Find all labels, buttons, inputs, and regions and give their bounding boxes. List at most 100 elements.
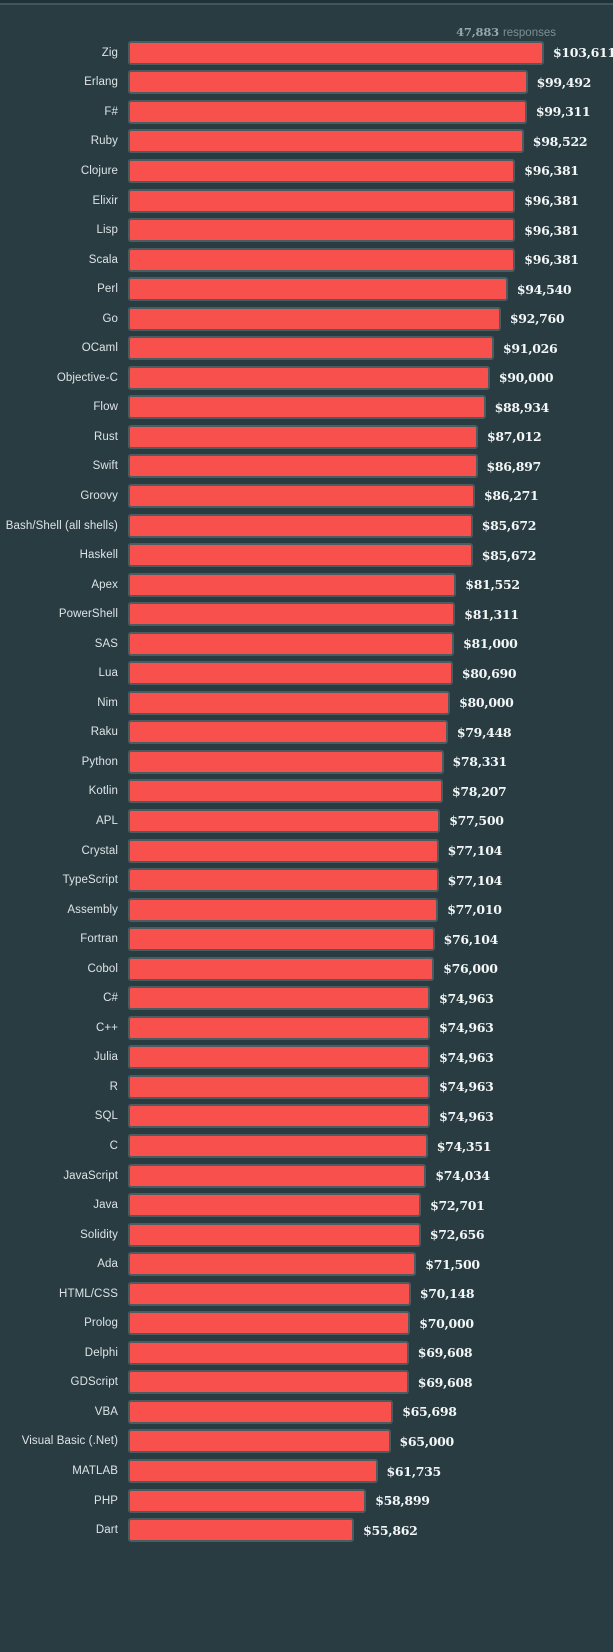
- bar-category-label: F#: [104, 105, 118, 118]
- bar[interactable]: [128, 1429, 391, 1454]
- bar-row: Kotlin $78,207: [0, 777, 613, 807]
- bar-value-label: $85,672: [481, 547, 537, 563]
- bar[interactable]: [128, 1163, 427, 1188]
- bar[interactable]: [128, 365, 490, 390]
- bar-row: GDScript $69,608: [0, 1368, 613, 1398]
- bar-category-label: Delphi: [84, 1346, 118, 1359]
- bar[interactable]: [128, 336, 494, 361]
- bar-category-label: Fortran: [80, 933, 118, 946]
- bar-value-label: $74,963: [439, 1049, 494, 1065]
- bar[interactable]: [128, 40, 544, 65]
- bar-track: $72,701: [128, 1193, 613, 1218]
- bar[interactable]: [128, 1134, 428, 1158]
- bar[interactable]: [128, 1193, 422, 1218]
- bar-value-label: $86,271: [484, 488, 539, 504]
- bar[interactable]: [128, 1045, 431, 1070]
- bar-row: Clojure $96,381: [0, 156, 613, 186]
- bar[interactable]: [128, 513, 473, 538]
- bar[interactable]: [128, 1015, 431, 1040]
- bar[interactable]: [128, 1222, 421, 1247]
- bar[interactable]: [128, 1488, 367, 1513]
- bar-category-label: Bash/Shell (all shells): [5, 519, 118, 532]
- bar[interactable]: [128, 306, 501, 331]
- bar[interactable]: [128, 1459, 378, 1484]
- bar-category-label: HTML/CSS: [59, 1287, 118, 1300]
- bar[interactable]: [128, 868, 439, 893]
- bar-row: Raku $79,448: [0, 718, 613, 748]
- bar[interactable]: [128, 129, 524, 154]
- bar-row: SAS $81,000: [0, 629, 613, 659]
- bar[interactable]: [128, 808, 441, 833]
- bar[interactable]: [128, 247, 516, 272]
- responses-label: responses: [502, 27, 556, 39]
- bar-track: $70,148: [128, 1281, 613, 1306]
- bar[interactable]: [128, 927, 435, 952]
- bar[interactable]: [128, 454, 478, 479]
- bar[interactable]: [128, 631, 455, 656]
- bar[interactable]: [128, 1074, 431, 1099]
- bar[interactable]: [128, 956, 435, 981]
- bar-value-label: $85,672: [481, 518, 537, 534]
- bar-value-label: $69,608: [417, 1345, 473, 1361]
- bar-category-label: PowerShell: [58, 608, 118, 621]
- bar[interactable]: [128, 720, 448, 745]
- bar-track: $70,000: [128, 1311, 613, 1336]
- bar[interactable]: [128, 1399, 394, 1424]
- bar-category-label: Cobol: [87, 962, 118, 975]
- bar-value-label: $87,012: [487, 429, 542, 445]
- bar-value-label: $96,381: [524, 222, 579, 238]
- bar[interactable]: [128, 838, 439, 863]
- bar[interactable]: [128, 158, 516, 183]
- bar[interactable]: [128, 218, 516, 243]
- bar[interactable]: [128, 395, 486, 420]
- bar[interactable]: [128, 543, 473, 568]
- bar-category-label: C#: [103, 992, 118, 1005]
- bar-row: Perl $94,540: [0, 274, 613, 304]
- bar-category-label: Objective-C: [56, 371, 118, 384]
- bar[interactable]: [128, 897, 439, 922]
- bar-category-label: Dart: [95, 1524, 118, 1537]
- bar[interactable]: [128, 661, 453, 686]
- bar-row: Delphi $69,608: [0, 1338, 613, 1368]
- bar[interactable]: [128, 424, 478, 449]
- bar-row: Java $72,701: [0, 1190, 613, 1220]
- bar[interactable]: [128, 99, 527, 124]
- bar-value-label: $77,010: [447, 902, 502, 918]
- bar[interactable]: [128, 1252, 417, 1277]
- bar-row: Cobol $76,000: [0, 954, 613, 984]
- bar[interactable]: [128, 986, 431, 1011]
- bar[interactable]: [128, 1370, 409, 1395]
- bar[interactable]: [128, 690, 451, 715]
- bar[interactable]: [128, 1104, 431, 1129]
- bar[interactable]: [128, 1281, 411, 1306]
- bar[interactable]: [128, 1311, 411, 1336]
- bar-value-label: $61,735: [386, 1463, 442, 1479]
- bar-row: Nim $80,000: [0, 688, 613, 718]
- bar-track: $72,656: [128, 1222, 613, 1247]
- bar-track: $99,311: [128, 99, 613, 124]
- bar[interactable]: [128, 749, 444, 774]
- bar-row: Assembly $77,010: [0, 895, 613, 925]
- bar[interactable]: [128, 188, 516, 213]
- bar-row: Elixir $96,381: [0, 186, 613, 216]
- bar-row: HTML/CSS $70,148: [0, 1279, 613, 1309]
- bar-track: $81,000: [128, 631, 613, 656]
- bar[interactable]: [128, 779, 443, 804]
- bar[interactable]: [128, 602, 456, 627]
- bar[interactable]: [128, 483, 475, 508]
- bar-category-label: APL: [95, 814, 118, 827]
- bar-track: $91,026: [128, 336, 613, 361]
- bar[interactable]: [128, 1518, 355, 1543]
- bar[interactable]: [128, 277, 508, 302]
- bar-category-label: Python: [81, 755, 118, 768]
- bar-value-label: $96,381: [524, 193, 579, 208]
- bar-value-label: $90,000: [498, 370, 554, 386]
- bar-track: $79,448: [128, 720, 613, 745]
- bar-value-label: $71,500: [425, 1256, 480, 1272]
- bar-value-label: $88,934: [494, 399, 550, 415]
- bar[interactable]: [128, 1340, 409, 1365]
- bar-value-label: $74,963: [439, 1020, 494, 1036]
- bar-chart: Zig $103,611 Erlang $99,492 F# $99,311 R…: [0, 38, 613, 1545]
- bar[interactable]: [128, 572, 457, 597]
- bar[interactable]: [128, 70, 528, 95]
